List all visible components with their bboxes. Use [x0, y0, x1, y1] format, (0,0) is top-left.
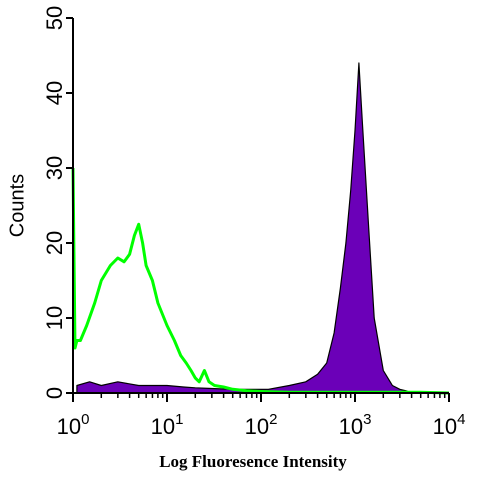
x-tick-base: 10: [433, 414, 457, 439]
x-axis-label: Log Fluoresence Intensity: [159, 452, 347, 471]
series-0-filled-histogram: [76, 62, 413, 394]
y-tick-label: 30: [42, 156, 67, 180]
x-tick-base: 10: [339, 414, 363, 439]
y-tick-label: 20: [42, 231, 67, 255]
x-tick-base: 10: [245, 414, 269, 439]
series-1-line-histogram: [71, 167, 450, 395]
x-tick-label: 102: [245, 411, 278, 439]
y-tick-label: 50: [42, 6, 67, 30]
x-tick-label: 103: [339, 411, 372, 439]
x-tick-label: 101: [151, 411, 184, 439]
x-tick-base: 10: [57, 414, 81, 439]
x-tick-exponent: 3: [363, 411, 371, 428]
x-tick-label: 104: [433, 411, 466, 439]
x-tick-exponent: 2: [269, 411, 277, 428]
y-tick-label: 0: [42, 387, 67, 399]
x-tick-exponent: 0: [81, 411, 89, 428]
axes-layer: [72, 18, 449, 394]
y-tick-label: 10: [42, 306, 67, 330]
y-tick-label: 40: [42, 81, 67, 105]
x-tick-exponent: 1: [175, 411, 183, 428]
x-tick-exponent: 4: [457, 411, 465, 428]
series-layer: [71, 62, 450, 395]
x-tick-label: 100: [57, 411, 90, 439]
labels-layer: Counts Log Fluoresence Intensity: [6, 174, 347, 471]
y-axis-label: Counts: [6, 174, 28, 237]
x-tick-base: 10: [151, 414, 175, 439]
